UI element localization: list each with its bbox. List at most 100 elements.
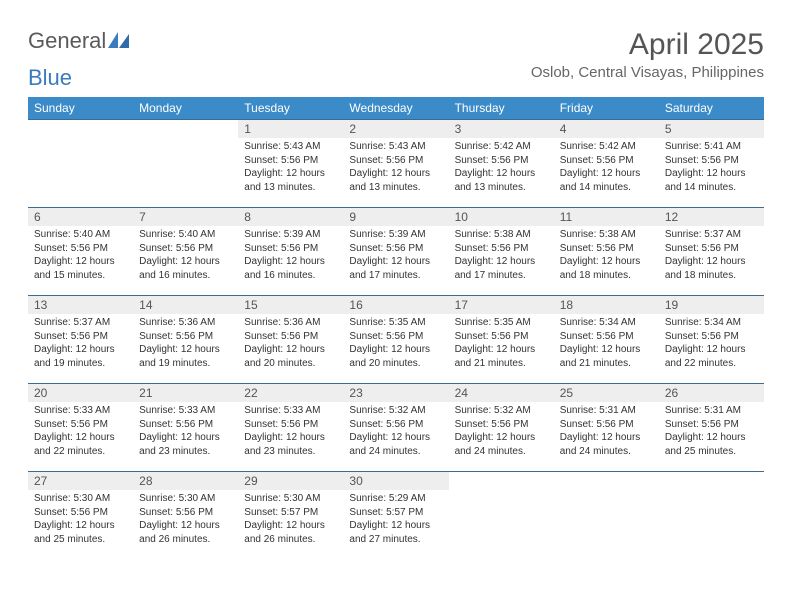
day-details: Sunrise: 5:40 AMSunset: 5:56 PMDaylight:… — [28, 226, 133, 284]
sunset-text: Sunset: 5:56 PM — [34, 242, 127, 256]
day-number: 11 — [554, 208, 659, 226]
day-number: 23 — [343, 384, 448, 402]
sunset-text: Sunset: 5:56 PM — [665, 418, 758, 432]
calendar-cell: 4Sunrise: 5:42 AMSunset: 5:56 PMDaylight… — [554, 120, 659, 208]
day-number: 10 — [449, 208, 554, 226]
calendar-cell: 19Sunrise: 5:34 AMSunset: 5:56 PMDayligh… — [659, 296, 764, 384]
sunrise-text: Sunrise: 5:38 AM — [455, 228, 548, 242]
daylight-text: Daylight: 12 hours and 16 minutes. — [139, 255, 232, 282]
day-details: Sunrise: 5:37 AMSunset: 5:56 PMDaylight:… — [659, 226, 764, 284]
weekday-header: Wednesday — [343, 97, 448, 120]
weekday-header: Tuesday — [238, 97, 343, 120]
day-details: Sunrise: 5:40 AMSunset: 5:56 PMDaylight:… — [133, 226, 238, 284]
daylight-text: Daylight: 12 hours and 19 minutes. — [139, 343, 232, 370]
sunset-text: Sunset: 5:56 PM — [349, 242, 442, 256]
calendar-cell: 9Sunrise: 5:39 AMSunset: 5:56 PMDaylight… — [343, 208, 448, 296]
day-details: Sunrise: 5:30 AMSunset: 5:56 PMDaylight:… — [28, 490, 133, 548]
sunrise-text: Sunrise: 5:31 AM — [665, 404, 758, 418]
calendar-cell: 28Sunrise: 5:30 AMSunset: 5:56 PMDayligh… — [133, 472, 238, 560]
sunrise-text: Sunrise: 5:34 AM — [665, 316, 758, 330]
sunrise-text: Sunrise: 5:37 AM — [665, 228, 758, 242]
calendar-cell: 1Sunrise: 5:43 AMSunset: 5:56 PMDaylight… — [238, 120, 343, 208]
day-details: Sunrise: 5:42 AMSunset: 5:56 PMDaylight:… — [554, 138, 659, 196]
daylight-text: Daylight: 12 hours and 24 minutes. — [455, 431, 548, 458]
calendar-cell: 8Sunrise: 5:39 AMSunset: 5:56 PMDaylight… — [238, 208, 343, 296]
day-details: Sunrise: 5:38 AMSunset: 5:56 PMDaylight:… — [554, 226, 659, 284]
sunrise-text: Sunrise: 5:43 AM — [349, 140, 442, 154]
day-details: Sunrise: 5:33 AMSunset: 5:56 PMDaylight:… — [238, 402, 343, 460]
brand-part2: Blue — [28, 65, 72, 91]
sunset-text: Sunset: 5:56 PM — [560, 418, 653, 432]
daylight-text: Daylight: 12 hours and 16 minutes. — [244, 255, 337, 282]
day-number: 27 — [28, 472, 133, 490]
sunset-text: Sunset: 5:56 PM — [139, 242, 232, 256]
sunset-text: Sunset: 5:56 PM — [455, 330, 548, 344]
calendar-cell: 17 Sunrise: 5:35 AMSunset: 5:56 PMDayligh… — [449, 296, 554, 384]
day-details: Sunrise: 5:32 AMSunset: 5:56 PMDaylight:… — [449, 402, 554, 460]
day-number: 17 — [449, 296, 554, 314]
day-details: Sunrise: 5:38 AMSunset: 5:56 PMDaylight:… — [449, 226, 554, 284]
sunset-text: Sunset: 5:56 PM — [349, 418, 442, 432]
calendar-cell: 26Sunrise: 5:31 AMSunset: 5:56 PMDayligh… — [659, 384, 764, 472]
day-number: 24 — [449, 384, 554, 402]
daylight-text: Daylight: 12 hours and 20 minutes. — [244, 343, 337, 370]
daylight-text: Daylight: 12 hours and 23 minutes. — [139, 431, 232, 458]
daylight-text: Daylight: 12 hours and 14 minutes. — [560, 167, 653, 194]
daylight-text: Daylight: 12 hours and 24 minutes. — [349, 431, 442, 458]
day-number: 22 — [238, 384, 343, 402]
sunrise-text: Sunrise: 5:30 AM — [139, 492, 232, 506]
sunrise-text: Sunrise: 5:36 AM — [139, 316, 232, 330]
calendar-cell: . — [659, 472, 764, 560]
day-number: 3 — [449, 120, 554, 138]
day-details: Sunrise: 5:31 AMSunset: 5:56 PMDaylight:… — [554, 402, 659, 460]
daylight-text: Daylight: 12 hours and 22 minutes. — [665, 343, 758, 370]
daylight-text: Daylight: 12 hours and 21 minutes. — [455, 343, 548, 370]
calendar-cell: 20Sunrise: 5:33 AMSunset: 5:56 PMDayligh… — [28, 384, 133, 472]
sunrise-text: Sunrise: 5:34 AM — [560, 316, 653, 330]
day-details: Sunrise: 5:33 AMSunset: 5:56 PMDaylight:… — [133, 402, 238, 460]
day-details: Sunrise: 5:39 AMSunset: 5:56 PMDaylight:… — [343, 226, 448, 284]
calendar-cell: 24Sunrise: 5:32 AMSunset: 5:56 PMDayligh… — [449, 384, 554, 472]
sunset-text: Sunset: 5:56 PM — [34, 506, 127, 520]
calendar-cell: 22Sunrise: 5:33 AMSunset: 5:56 PMDayligh… — [238, 384, 343, 472]
weekday-header-row: Sunday Monday Tuesday Wednesday Thursday… — [28, 97, 764, 120]
daylight-text: Daylight: 12 hours and 13 minutes. — [244, 167, 337, 194]
weekday-header: Sunday — [28, 97, 133, 120]
day-number: 29 — [238, 472, 343, 490]
day-number: 4 — [554, 120, 659, 138]
calendar-cell: 10Sunrise: 5:38 AMSunset: 5:56 PMDayligh… — [449, 208, 554, 296]
calendar-cell: 13Sunrise: 5:37 AMSunset: 5:56 PMDayligh… — [28, 296, 133, 384]
day-details: Sunrise: 5:39 AMSunset: 5:56 PMDaylight:… — [238, 226, 343, 284]
calendar-table: Sunday Monday Tuesday Wednesday Thursday… — [28, 97, 764, 560]
calendar-cell: 15Sunrise: 5:36 AMSunset: 5:56 PMDayligh… — [238, 296, 343, 384]
sunrise-text: Sunrise: 5:42 AM — [455, 140, 548, 154]
day-details: Sunrise: 5:30 AMSunset: 5:57 PMDaylight:… — [238, 490, 343, 548]
calendar-cell: 29Sunrise: 5:30 AMSunset: 5:57 PMDayligh… — [238, 472, 343, 560]
day-details — [449, 490, 554, 494]
calendar-cell: 18Sunrise: 5:34 AMSunset: 5:56 PMDayligh… — [554, 296, 659, 384]
sunrise-text: Sunrise: 5:30 AM — [244, 492, 337, 506]
sunset-text: Sunset: 5:56 PM — [665, 154, 758, 168]
daylight-text: Daylight: 12 hours and 17 minutes. — [455, 255, 548, 282]
brand-part1: General — [28, 28, 106, 54]
daylight-text: Daylight: 12 hours and 17 minutes. — [349, 255, 442, 282]
sunrise-text: Sunrise: 5:29 AM — [349, 492, 442, 506]
day-number: 2 — [343, 120, 448, 138]
sunrise-text: Sunrise: 5:35 AM — [455, 316, 548, 330]
sunrise-text: Sunrise: 5:40 AM — [139, 228, 232, 242]
calendar-cell: 25Sunrise: 5:31 AMSunset: 5:56 PMDayligh… — [554, 384, 659, 472]
day-number: 14 — [133, 296, 238, 314]
sunset-text: Sunset: 5:56 PM — [455, 242, 548, 256]
day-number: 28 — [133, 472, 238, 490]
daylight-text: Daylight: 12 hours and 21 minutes. — [560, 343, 653, 370]
weekday-header: Saturday — [659, 97, 764, 120]
calendar-cell: 11Sunrise: 5:38 AMSunset: 5:56 PMDayligh… — [554, 208, 659, 296]
sunset-text: Sunset: 5:56 PM — [244, 242, 337, 256]
daylight-text: Daylight: 12 hours and 18 minutes. — [560, 255, 653, 282]
day-details: Sunrise: 5:34 AMSunset: 5:56 PMDaylight:… — [554, 314, 659, 372]
sunset-text: Sunset: 5:56 PM — [139, 418, 232, 432]
sunset-text: Sunset: 5:56 PM — [34, 330, 127, 344]
day-number: 1 — [238, 120, 343, 138]
sunrise-text: Sunrise: 5:38 AM — [560, 228, 653, 242]
day-number: 9 — [343, 208, 448, 226]
